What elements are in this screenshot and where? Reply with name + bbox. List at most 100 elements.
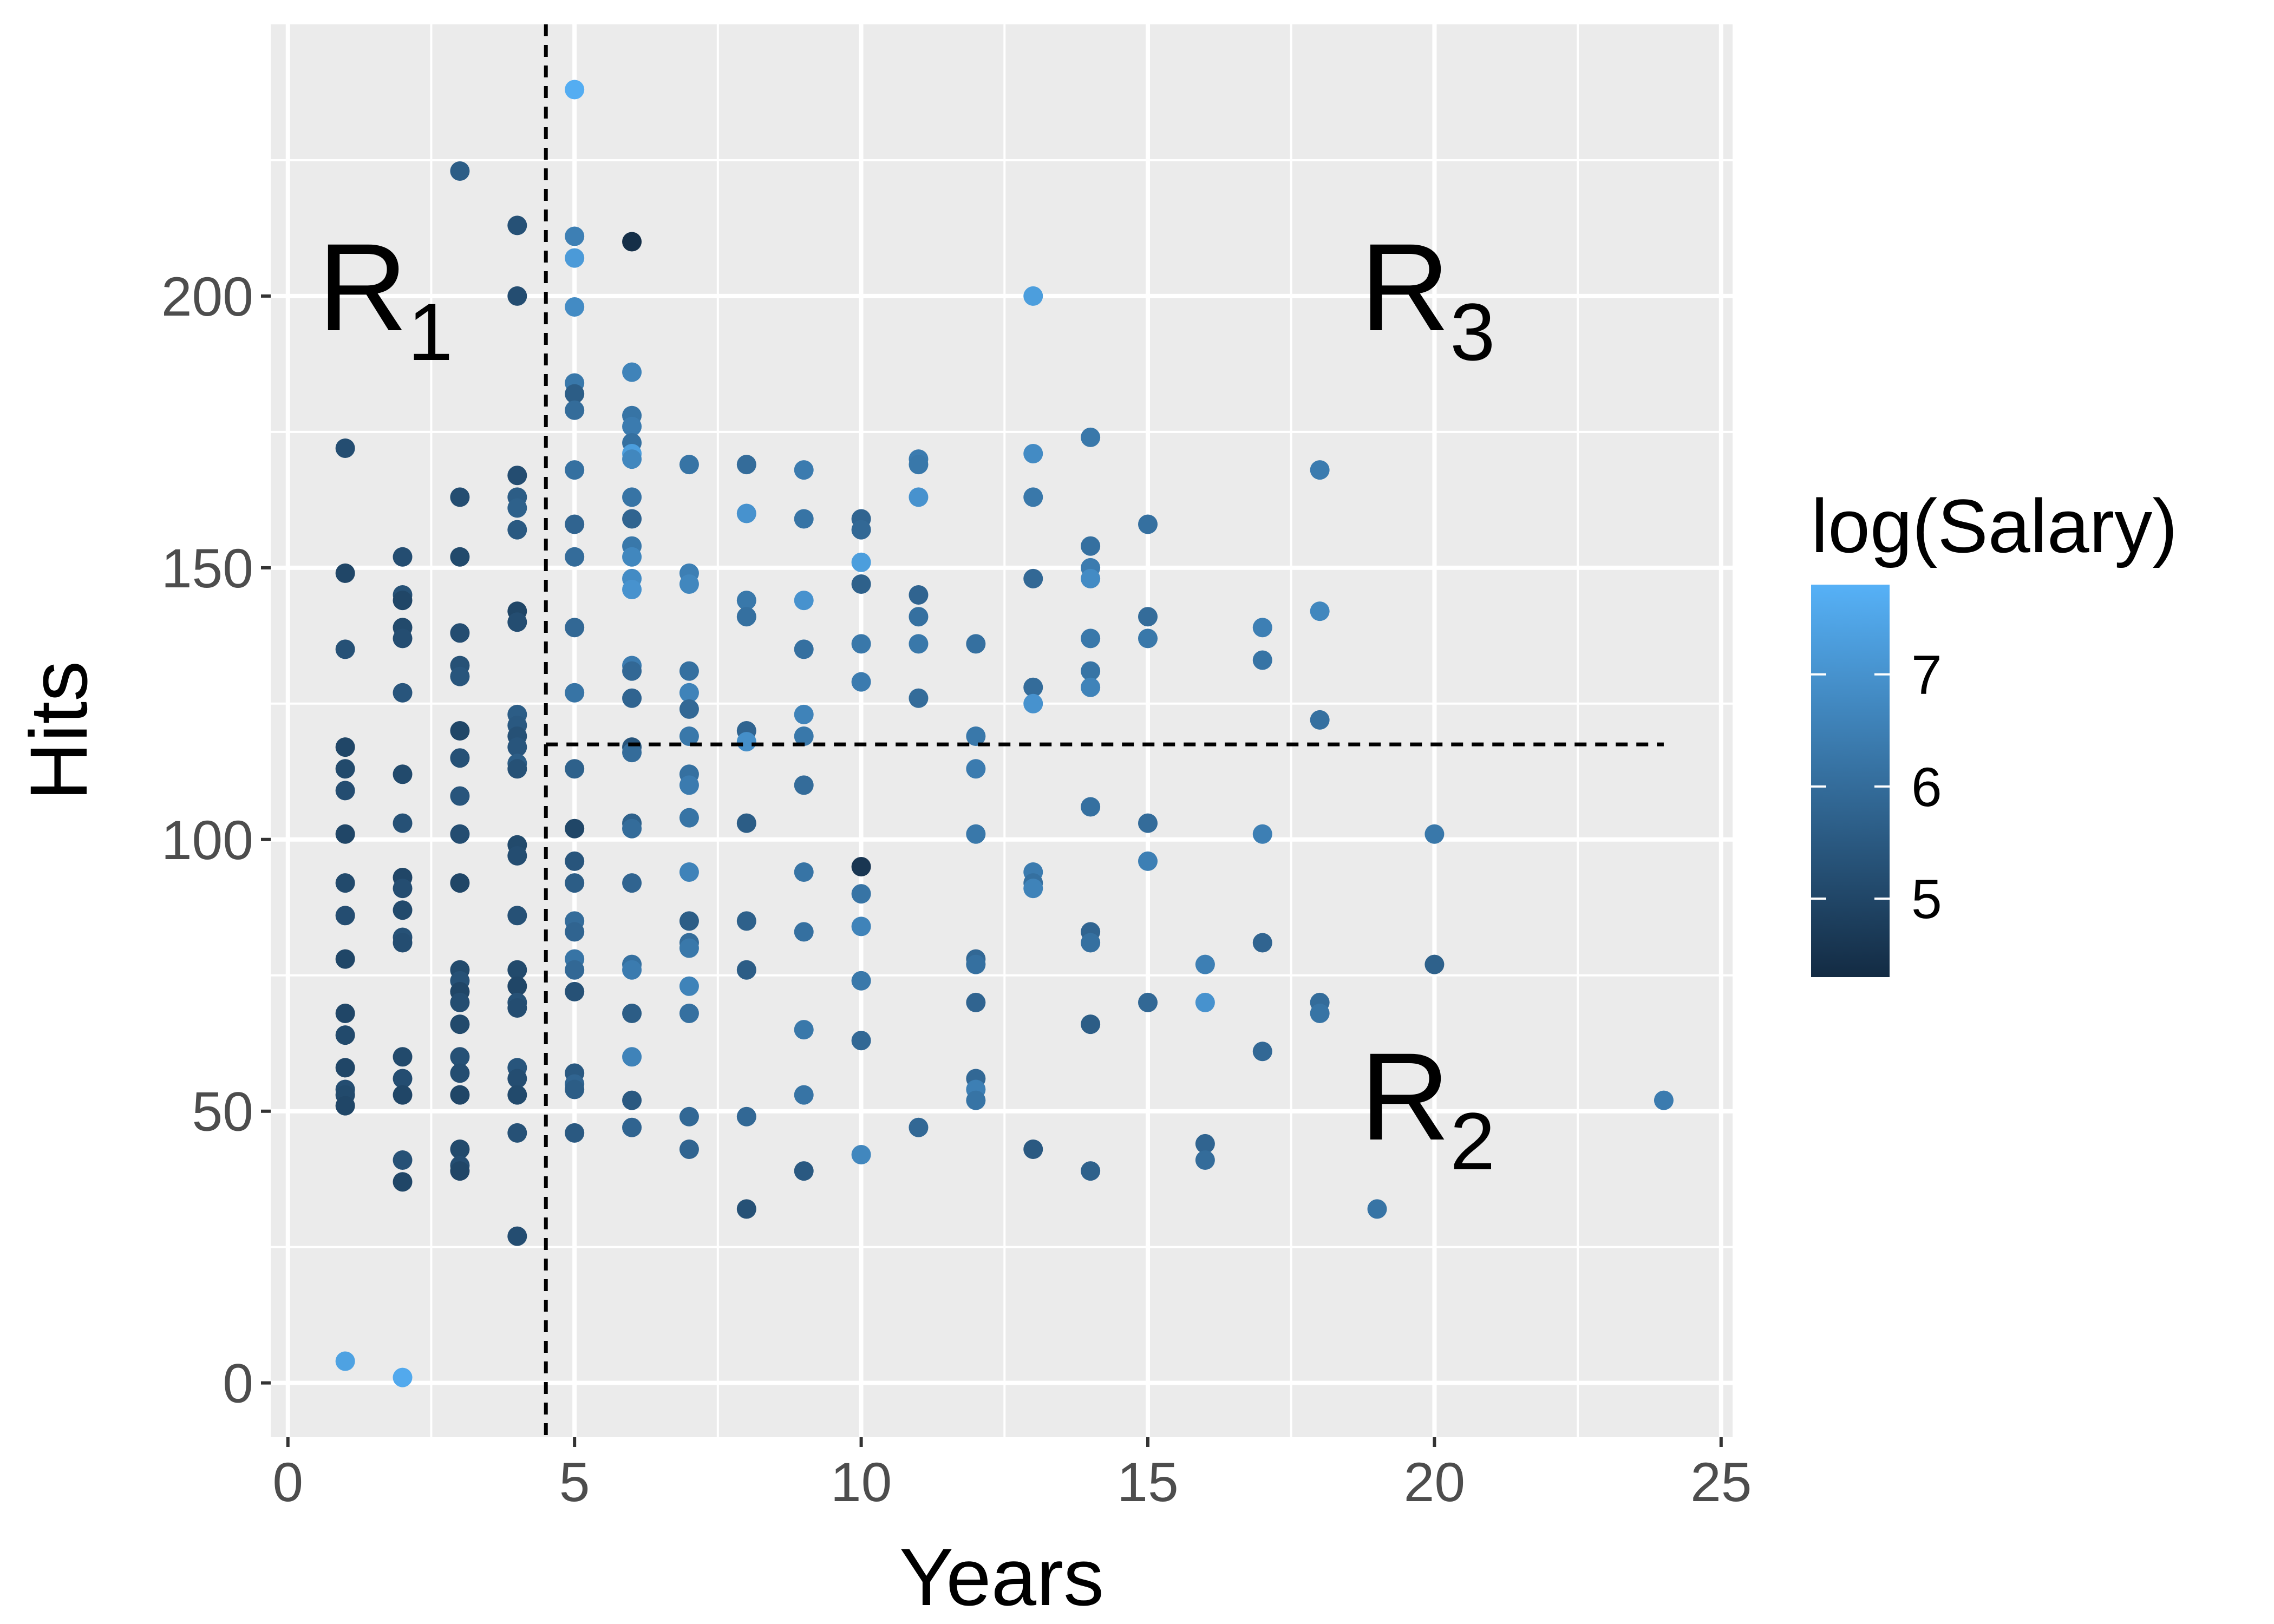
data-point xyxy=(622,818,642,839)
data-point xyxy=(335,1025,355,1045)
data-point xyxy=(507,1226,527,1246)
data-point xyxy=(1081,568,1101,588)
data-point xyxy=(679,726,699,746)
data-point xyxy=(622,547,642,567)
data-point xyxy=(450,666,470,686)
data-point xyxy=(565,960,585,980)
data-point xyxy=(851,971,871,991)
data-point xyxy=(622,960,642,980)
data-point xyxy=(335,1004,355,1023)
data-point xyxy=(966,726,986,746)
data-point xyxy=(450,161,470,181)
data-point xyxy=(1252,1042,1272,1062)
data-point xyxy=(851,672,871,692)
data-point xyxy=(736,732,756,752)
region-label-r1: R1 xyxy=(318,218,453,377)
data-point xyxy=(909,607,929,627)
data-point xyxy=(450,1161,470,1181)
x-tick-label: 25 xyxy=(1690,1451,1752,1513)
split-lines xyxy=(544,24,1664,1437)
data-point xyxy=(393,1367,413,1387)
data-point xyxy=(622,362,642,382)
legend-tick-label: 6 xyxy=(1911,756,1942,818)
data-point xyxy=(335,1351,355,1371)
data-point xyxy=(507,737,527,757)
data-point xyxy=(565,514,585,534)
data-point xyxy=(450,873,470,893)
data-point xyxy=(622,1117,642,1137)
data-point xyxy=(966,954,986,974)
data-point xyxy=(851,634,871,654)
data-point xyxy=(1081,536,1101,556)
data-point xyxy=(1081,797,1101,817)
x-tick-label: 0 xyxy=(272,1451,303,1513)
data-point xyxy=(794,862,814,882)
data-point xyxy=(966,1090,986,1110)
data-point xyxy=(393,591,413,611)
x-tick-label: 15 xyxy=(1117,1451,1178,1513)
data-point xyxy=(565,818,585,839)
data-point xyxy=(794,726,814,746)
data-point xyxy=(794,509,814,529)
data-point xyxy=(679,683,699,703)
data-point xyxy=(909,634,929,654)
data-point xyxy=(622,688,642,708)
data-point xyxy=(679,1004,699,1023)
data-point xyxy=(507,215,527,235)
data-point xyxy=(679,808,699,828)
data-point xyxy=(794,591,814,611)
data-point xyxy=(393,813,413,833)
data-point xyxy=(909,585,929,605)
data-point xyxy=(335,906,355,926)
data-point xyxy=(507,759,527,779)
x-axis: 0 5 10 15 20 25 xyxy=(272,1437,1752,1513)
data-point xyxy=(565,80,585,100)
data-point xyxy=(450,547,470,567)
data-point xyxy=(507,612,527,632)
legend-tick-label: 7 xyxy=(1911,644,1942,706)
data-point xyxy=(966,759,986,779)
data-point xyxy=(736,911,756,931)
data-point xyxy=(1310,1004,1330,1023)
data-point xyxy=(565,873,585,893)
data-point xyxy=(1138,992,1158,1012)
y-tick-label: 150 xyxy=(161,538,253,599)
data-point xyxy=(1023,879,1043,899)
legend: log(Salary) 5 6 7 xyxy=(1811,483,2178,977)
y-axis-title: Hits xyxy=(13,661,104,801)
data-point xyxy=(622,509,642,529)
data-point xyxy=(565,460,585,480)
data-point xyxy=(1252,933,1272,953)
region-label-r3: R3 xyxy=(1360,218,1495,377)
data-point xyxy=(507,1085,527,1105)
data-point xyxy=(565,297,585,317)
data-point xyxy=(450,992,470,1012)
data-point xyxy=(450,487,470,507)
data-point xyxy=(393,547,413,567)
data-point xyxy=(1138,851,1158,871)
data-point xyxy=(393,1047,413,1067)
y-tick-label: 50 xyxy=(192,1081,253,1143)
data-point xyxy=(736,607,756,627)
data-point xyxy=(507,520,527,540)
x-axis-title: Years xyxy=(899,1531,1104,1622)
data-point xyxy=(794,1020,814,1040)
data-point xyxy=(507,846,527,866)
data-point xyxy=(1195,992,1215,1012)
data-point xyxy=(622,449,642,469)
data-point xyxy=(393,1069,413,1089)
data-point xyxy=(450,1047,470,1067)
data-point xyxy=(679,574,699,594)
data-point xyxy=(679,938,699,958)
y-tick-label: 200 xyxy=(161,266,253,328)
data-point xyxy=(679,976,699,996)
data-point xyxy=(851,884,871,904)
data-point xyxy=(335,759,355,779)
data-point xyxy=(1310,710,1330,730)
data-point xyxy=(736,960,756,980)
region-labels: R1 R3 R2 xyxy=(318,218,1495,1187)
data-point xyxy=(335,639,355,659)
data-point xyxy=(565,1079,585,1099)
data-point xyxy=(1081,1161,1101,1181)
x-tick-label: 20 xyxy=(1404,1451,1465,1513)
